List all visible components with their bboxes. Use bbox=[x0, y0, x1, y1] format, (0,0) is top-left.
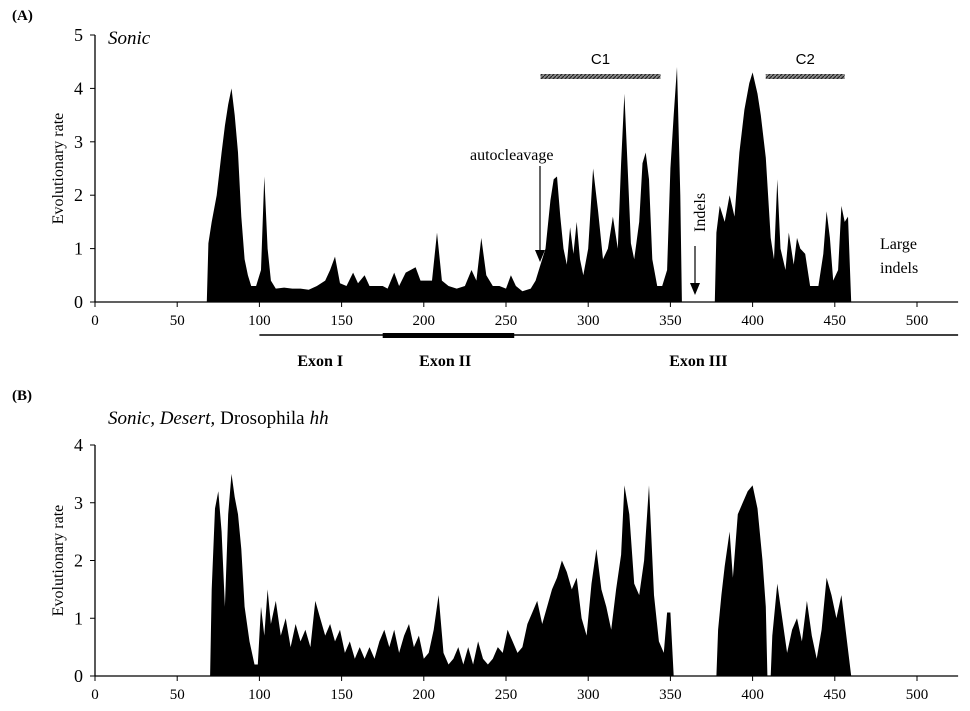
chart-title: Sonic bbox=[108, 28, 151, 49]
x-tick-label: 0 bbox=[91, 313, 99, 329]
annotation: Large bbox=[880, 236, 917, 253]
x-tick-label: 50 bbox=[170, 687, 185, 703]
y-tick-label: 2 bbox=[74, 185, 83, 205]
region-label: C2 bbox=[796, 51, 815, 68]
title-part: hh bbox=[310, 408, 329, 429]
y-tick-label: 0 bbox=[74, 292, 83, 312]
x-tick-label: 250 bbox=[495, 313, 518, 329]
arrow-head bbox=[690, 283, 700, 295]
x-tick-label: 400 bbox=[741, 687, 764, 703]
x-tick-label: 200 bbox=[413, 687, 436, 703]
exon-label: Exon I bbox=[297, 353, 343, 370]
x-tick-label: 250 bbox=[495, 687, 518, 703]
y-tick-label: 0 bbox=[74, 666, 83, 686]
exon-label: Exon III bbox=[669, 353, 727, 370]
x-tick-label: 50 bbox=[170, 313, 185, 329]
title-part: Drosophila bbox=[220, 408, 305, 429]
region-label: C1 bbox=[591, 51, 610, 68]
y-tick-label: 2 bbox=[74, 551, 83, 571]
area bbox=[770, 577, 852, 676]
y-tick-label: 3 bbox=[74, 493, 83, 513]
area bbox=[716, 485, 768, 676]
annotation: indels bbox=[880, 260, 918, 277]
y-tick-label: 3 bbox=[74, 132, 83, 152]
region-bar bbox=[765, 74, 845, 79]
exon-label: Exon II bbox=[419, 353, 471, 370]
y-tick-label: 4 bbox=[74, 435, 83, 455]
annotation: Indels bbox=[692, 193, 709, 232]
annotation: autocleavage bbox=[470, 147, 554, 164]
x-tick-label: 350 bbox=[659, 687, 682, 703]
exon-bar bbox=[382, 333, 515, 338]
x-tick-label: 350 bbox=[659, 313, 682, 329]
x-tick-label: 500 bbox=[906, 687, 929, 703]
y-tick-label: 1 bbox=[74, 608, 83, 628]
y-axis-label: Evolutionary rate bbox=[50, 113, 67, 225]
x-tick-label: 150 bbox=[330, 687, 353, 703]
chart-title: Sonic, Desert, Drosophila hh bbox=[108, 408, 329, 429]
y-tick-label: 4 bbox=[74, 78, 83, 98]
y-tick-label: 5 bbox=[74, 25, 83, 45]
x-tick-label: 100 bbox=[248, 687, 271, 703]
y-axis-label: Evolutionary rate bbox=[50, 505, 67, 617]
x-tick-label: 0 bbox=[91, 687, 99, 703]
area bbox=[714, 72, 852, 303]
panel-label: (B) bbox=[12, 388, 32, 404]
x-tick-label: 300 bbox=[577, 687, 600, 703]
x-tick-label: 300 bbox=[577, 313, 600, 329]
area bbox=[210, 473, 674, 676]
y-tick-label: 1 bbox=[74, 239, 83, 259]
x-tick-label: 450 bbox=[824, 313, 847, 329]
title-part: Sonic, Desert, bbox=[108, 408, 215, 429]
x-tick-label: 500 bbox=[906, 313, 929, 329]
region-bar bbox=[540, 74, 661, 79]
x-tick-label: 450 bbox=[824, 687, 847, 703]
x-tick-label: 100 bbox=[248, 313, 271, 329]
x-tick-label: 150 bbox=[330, 313, 353, 329]
x-tick-label: 400 bbox=[741, 313, 764, 329]
x-tick-label: 200 bbox=[413, 313, 436, 329]
arrow-head bbox=[535, 250, 545, 262]
panel-label: (A) bbox=[12, 8, 33, 24]
area bbox=[206, 67, 682, 302]
